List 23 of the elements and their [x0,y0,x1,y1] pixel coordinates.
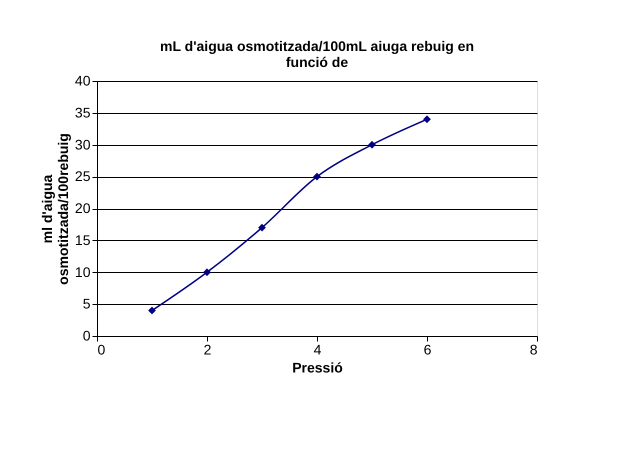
y-tick-label: 15 [74,232,91,248]
point [423,115,431,124]
x-tick-label: 0 [98,342,106,358]
y-tick-label: 5 [82,296,91,312]
x-tick-label: 2 [204,342,212,358]
y-tick-label: 20 [74,200,91,216]
y-tick-label: 35 [74,104,91,120]
y-tick-label: 25 [74,168,91,184]
point [148,306,156,314]
x-tick-label: 4 [314,342,322,358]
x-axis-title: Pressió [292,360,343,376]
point [203,268,211,276]
point [258,224,266,232]
y-tick-label: 10 [74,264,91,280]
y-axis-title: ml d'aigua osmotitzada/100rebuig [38,133,71,285]
point [368,140,376,149]
chart-title: mL d'aigua osmotitzada/100mL aiuga rebuig en funció de [160,38,474,70]
point [313,172,321,180]
x-tick-label: 8 [530,342,538,358]
y-tick-label: 40 [74,72,91,88]
y-tick-label: 30 [74,136,91,152]
y-tick-label: 0 [82,328,91,344]
x-tick-label: 6 [424,342,432,358]
